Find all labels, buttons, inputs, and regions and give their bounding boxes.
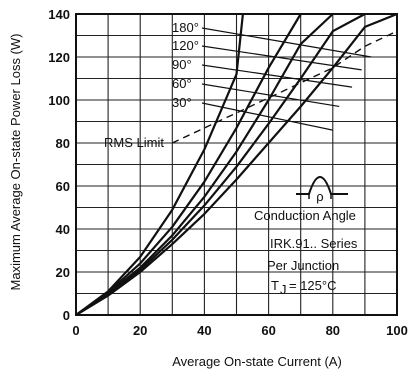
x-tick-60: 60 bbox=[261, 323, 275, 338]
label-120deg: 120° bbox=[172, 38, 199, 53]
leader-180deg bbox=[201, 27, 372, 58]
y-tick-40: 40 bbox=[56, 222, 70, 237]
y-tick-100: 100 bbox=[48, 93, 70, 108]
y-tick-120: 120 bbox=[48, 50, 70, 65]
rms-limit-label: RMS Limit bbox=[104, 135, 164, 150]
label-90deg: 90° bbox=[172, 57, 192, 72]
y-tick-20: 20 bbox=[56, 265, 70, 280]
rms-limit bbox=[172, 30, 398, 144]
conduction-angle-inset: ρ Conduction Angle bbox=[254, 176, 356, 223]
leader-90deg bbox=[201, 64, 353, 88]
label-180deg: 180° bbox=[172, 20, 199, 35]
temperature-subscript: J bbox=[280, 282, 287, 297]
curve-90deg bbox=[75, 13, 334, 316]
plot-frame bbox=[75, 13, 398, 316]
x-tick-20: 20 bbox=[133, 323, 147, 338]
leader-30deg bbox=[201, 102, 333, 131]
rms-limit-line bbox=[172, 30, 398, 144]
temperature-symbol: T bbox=[271, 278, 279, 293]
x-tick-100: 100 bbox=[386, 323, 408, 338]
y-tick-140: 140 bbox=[48, 7, 70, 22]
label-30deg: 30° bbox=[172, 95, 192, 110]
x-tick-80: 80 bbox=[326, 323, 340, 338]
y-tick-80: 80 bbox=[56, 136, 70, 151]
curve-30deg bbox=[75, 13, 244, 316]
conduction-angle-label: Conduction Angle bbox=[254, 208, 356, 223]
x-axis-label: Average On-state Current (A) bbox=[172, 354, 342, 369]
leader-60deg bbox=[201, 83, 340, 108]
curves bbox=[75, 12, 398, 316]
curve-60deg bbox=[75, 13, 302, 316]
leader-120deg bbox=[201, 45, 362, 71]
tick-labels: 0 20 40 60 80 100 0 20 40 60 80 100 120 140 bbox=[48, 7, 408, 338]
device-annotation: IRK.91.. Series Per Junction T J = 125°C bbox=[267, 236, 358, 297]
conduction-symbol: ρ bbox=[316, 189, 323, 204]
junction-note: Per Junction bbox=[267, 258, 339, 273]
curve-120deg bbox=[75, 13, 366, 316]
angle-labels: 180° 120° 90° 60° 30° bbox=[172, 20, 199, 110]
y-tick-60: 60 bbox=[56, 179, 70, 194]
series-note: IRK.91.. Series bbox=[270, 236, 358, 251]
temperature-value: = 125°C bbox=[289, 278, 336, 293]
angle-leader-lines bbox=[201, 27, 372, 131]
x-tick-40: 40 bbox=[197, 323, 211, 338]
curve-180deg bbox=[75, 12, 398, 316]
y-axis-label: Maximum Average On-state Power Loss (W) bbox=[8, 34, 23, 291]
y-tick-0: 0 bbox=[63, 308, 70, 323]
label-60deg: 60° bbox=[172, 76, 192, 91]
grid bbox=[76, 14, 397, 315]
x-tick-0: 0 bbox=[72, 323, 79, 338]
conduction-pulse bbox=[296, 176, 348, 195]
